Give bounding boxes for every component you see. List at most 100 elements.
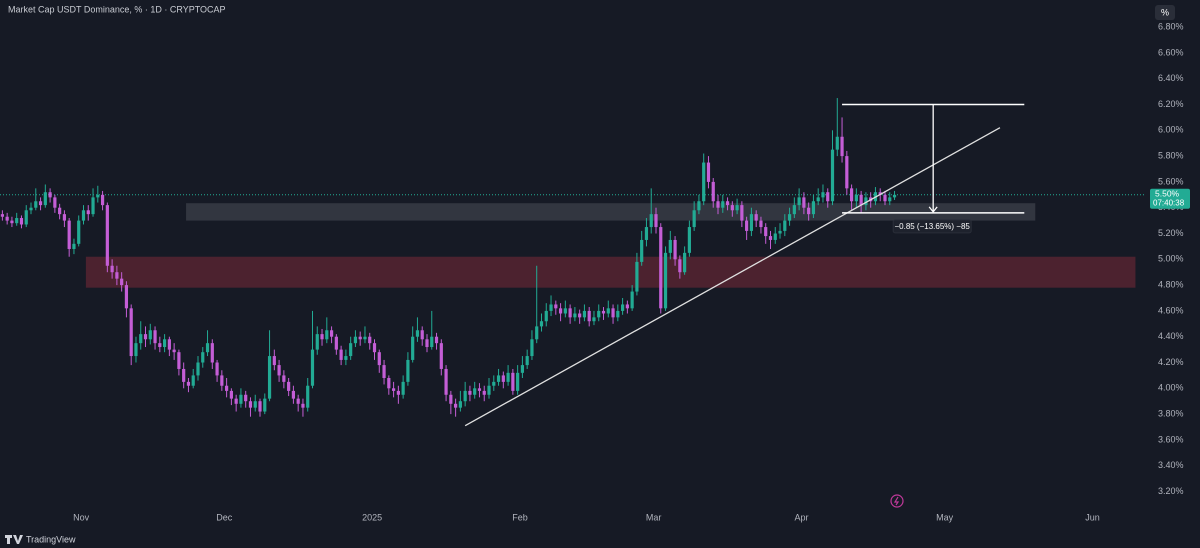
y-tick-label: 5.20% — [1158, 228, 1184, 238]
scale-button[interactable] — [1155, 5, 1175, 20]
lightning-icon[interactable] — [890, 494, 904, 508]
candle-body — [516, 372, 520, 391]
candle-body — [244, 394, 248, 402]
candle-body — [129, 308, 133, 357]
x-tick-label: Dec — [216, 512, 233, 522]
candle-body — [759, 220, 763, 228]
candle-body — [697, 201, 701, 211]
candle-body — [797, 197, 801, 206]
candle-body — [792, 205, 796, 215]
price-badge-countdown: 07:40:38 — [1153, 198, 1185, 207]
candle-body — [625, 304, 629, 309]
candle-body — [597, 310, 601, 318]
candle-body — [683, 252, 687, 273]
scale-button-label[interactable]: % — [1161, 7, 1169, 17]
candle-body — [783, 220, 787, 231]
candle-body — [687, 227, 691, 253]
trendline — [464, 127, 1001, 427]
candle-body — [301, 403, 305, 408]
candle-body — [5, 216, 9, 221]
y-tick-label: 4.40% — [1158, 331, 1184, 341]
candle-body — [19, 218, 24, 225]
candle-body — [24, 210, 28, 225]
candle-body — [835, 136, 839, 150]
candle-body — [186, 381, 191, 386]
candle-body — [830, 149, 835, 202]
candle-body — [420, 330, 424, 340]
candle-body — [892, 194, 897, 198]
candle-body — [463, 390, 467, 402]
candle-body — [77, 220, 81, 244]
y-tick-label: 4.20% — [1158, 357, 1184, 367]
candle-body — [702, 162, 706, 202]
candle-body — [620, 304, 625, 311]
candle-body — [558, 308, 563, 314]
candle-body — [854, 194, 858, 202]
candle-body — [439, 343, 443, 369]
candle-body — [315, 334, 319, 350]
candle-body — [768, 236, 773, 240]
candle-body — [372, 343, 377, 353]
candle-body — [368, 336, 372, 344]
candle-body — [62, 214, 67, 221]
candle-body — [425, 339, 429, 348]
candle-body — [277, 365, 281, 376]
candle-body — [15, 218, 19, 224]
candle-body — [58, 207, 62, 215]
candle-body — [845, 156, 849, 189]
candle-body — [38, 201, 43, 206]
candle-body — [539, 321, 544, 327]
candle-body — [535, 326, 539, 340]
candle-body — [778, 230, 782, 234]
candle-body — [349, 343, 353, 357]
candle-body — [358, 336, 362, 340]
candle-body — [391, 388, 396, 391]
brand: TradingView — [5, 534, 76, 544]
candle-body — [692, 210, 696, 228]
candle-body — [721, 201, 725, 208]
candle-body — [120, 278, 124, 286]
candle-body — [182, 368, 186, 382]
y-tick-label: 6.60% — [1158, 47, 1184, 57]
candle-body — [678, 259, 682, 273]
candle-body — [229, 390, 233, 399]
candle-body — [644, 227, 649, 240]
candle-body — [787, 214, 792, 221]
candle-body — [406, 359, 410, 382]
candle-body — [287, 381, 291, 391]
y-tick-label: 6.00% — [1158, 125, 1184, 135]
candle-body — [501, 375, 505, 382]
candle-body — [396, 390, 400, 395]
price-badge — [1150, 188, 1190, 209]
candle-body — [735, 205, 739, 211]
candle-body — [72, 243, 76, 249]
candle-body — [134, 343, 138, 357]
candle-body — [282, 375, 286, 382]
candle-body — [716, 201, 720, 208]
x-tick-label: Mar — [646, 512, 662, 522]
candle-body — [196, 362, 200, 376]
candle-body — [840, 136, 844, 157]
candle-body — [807, 207, 811, 215]
candle-body — [306, 385, 310, 408]
candle-body — [158, 343, 162, 348]
candle-body — [544, 310, 548, 322]
candle-body — [320, 334, 324, 340]
candle-body — [477, 388, 482, 391]
x-tick-label: Feb — [512, 512, 528, 522]
candle-body — [826, 192, 830, 202]
candle-body — [473, 388, 477, 395]
candle-body — [888, 197, 892, 202]
candle-body — [110, 265, 114, 273]
candle-body — [673, 239, 677, 260]
brand-name: TradingView — [26, 534, 76, 544]
candle-body — [96, 194, 100, 198]
y-tick-label: 5.00% — [1158, 254, 1184, 264]
candle-body — [382, 365, 386, 378]
measure-label: −0.85 (−13.65%) −85 — [894, 222, 970, 231]
candle-body — [530, 339, 534, 357]
candle-body — [310, 349, 315, 386]
candle-body — [468, 390, 472, 395]
candle-body — [215, 362, 219, 376]
candle-body — [401, 381, 405, 395]
